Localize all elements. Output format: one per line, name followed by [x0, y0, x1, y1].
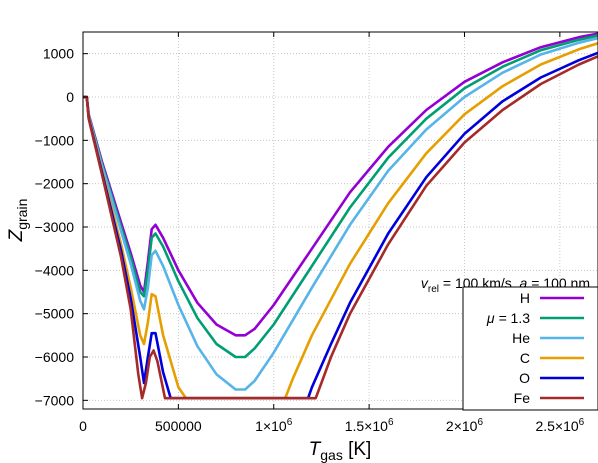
y-tick-label: 1000 — [43, 46, 74, 62]
x-tick-label-exponent: 6 — [579, 417, 585, 428]
y-axis-label-sub: grain — [14, 199, 30, 230]
x-axis-label-main: T — [309, 439, 322, 460]
y-tick-label: −7000 — [35, 392, 75, 408]
legend-entry-name: Fe — [514, 390, 531, 406]
y-tick-label: −6000 — [35, 349, 75, 365]
y-axis-label: Zgrain — [6, 199, 30, 243]
legend-entry-label: μ = 1.3 — [486, 310, 530, 326]
y-tick-label: −5000 — [35, 306, 75, 322]
x-tick-label-text: 500000 — [155, 418, 202, 434]
x-tick-label-exponent: 6 — [477, 417, 483, 428]
x-axis-label-sub: gas — [320, 447, 343, 463]
series-line-fe — [83, 55, 598, 400]
annotation-a: a — [520, 275, 528, 291]
annotation-v-sub: rel — [428, 284, 439, 295]
legend-entry-name: O — [519, 370, 530, 386]
x-tick-label-text: 1.5×10 — [345, 418, 388, 434]
y-tick-label: −3000 — [35, 219, 75, 235]
x-tick-label-text: 0 — [79, 418, 87, 434]
series-line-1-3 — [83, 34, 598, 359]
series-group — [83, 32, 598, 400]
x-tick-label-text: 2×10 — [446, 418, 478, 434]
y-tick-label: −2000 — [35, 176, 75, 192]
x-tick-label: 500000 — [155, 418, 202, 434]
x-axis-label-unit: [K] — [343, 439, 372, 460]
legend-entry-name: He — [512, 330, 530, 346]
legend-mu-prefix: μ = — [486, 310, 511, 326]
ticks: 0 500000 1×106 1.5×106 2×106 2.5×10610000−100… — [35, 32, 585, 434]
legend: Hμ = 1.3 He CO Fe — [462, 286, 598, 411]
legend-box — [462, 286, 598, 411]
legend-entry-label: He — [512, 330, 530, 346]
x-axis-label: Tgas [K] — [309, 439, 372, 463]
x-tick-label-text: 2.5×10 — [535, 418, 578, 434]
series-line-c — [83, 42, 598, 400]
x-tick-label: 1×106 — [255, 417, 293, 434]
legend-entry-label: Fe — [514, 390, 531, 406]
y-tick-label: −4000 — [35, 262, 75, 278]
x-tick-label-exponent: 6 — [287, 417, 293, 428]
y-axis-label-main: Z — [6, 228, 27, 242]
legend-entry-name: 1.3 — [511, 310, 531, 326]
legend-entry-label: H — [520, 290, 530, 306]
legend-entry-name: C — [520, 350, 530, 366]
plot-frame — [82, 31, 598, 410]
y-tick-label: −1000 — [35, 132, 75, 148]
y-tick-label: 0 — [66, 89, 74, 105]
annotation-v: v — [421, 275, 429, 291]
legend-entry-label: C — [520, 350, 530, 366]
x-tick-label-exponent: 6 — [388, 417, 394, 428]
x-tick-label-text: 1×10 — [255, 418, 287, 434]
x-tick-label: 2.5×106 — [535, 417, 584, 434]
x-tick-label: 0 — [79, 418, 87, 434]
x-tick-label: 2×106 — [446, 417, 484, 434]
legend-entry-name: H — [520, 290, 530, 306]
legend-entry-label: O — [519, 370, 530, 386]
series-line-he — [83, 36, 598, 391]
x-tick-label: 1.5×106 — [345, 417, 394, 434]
